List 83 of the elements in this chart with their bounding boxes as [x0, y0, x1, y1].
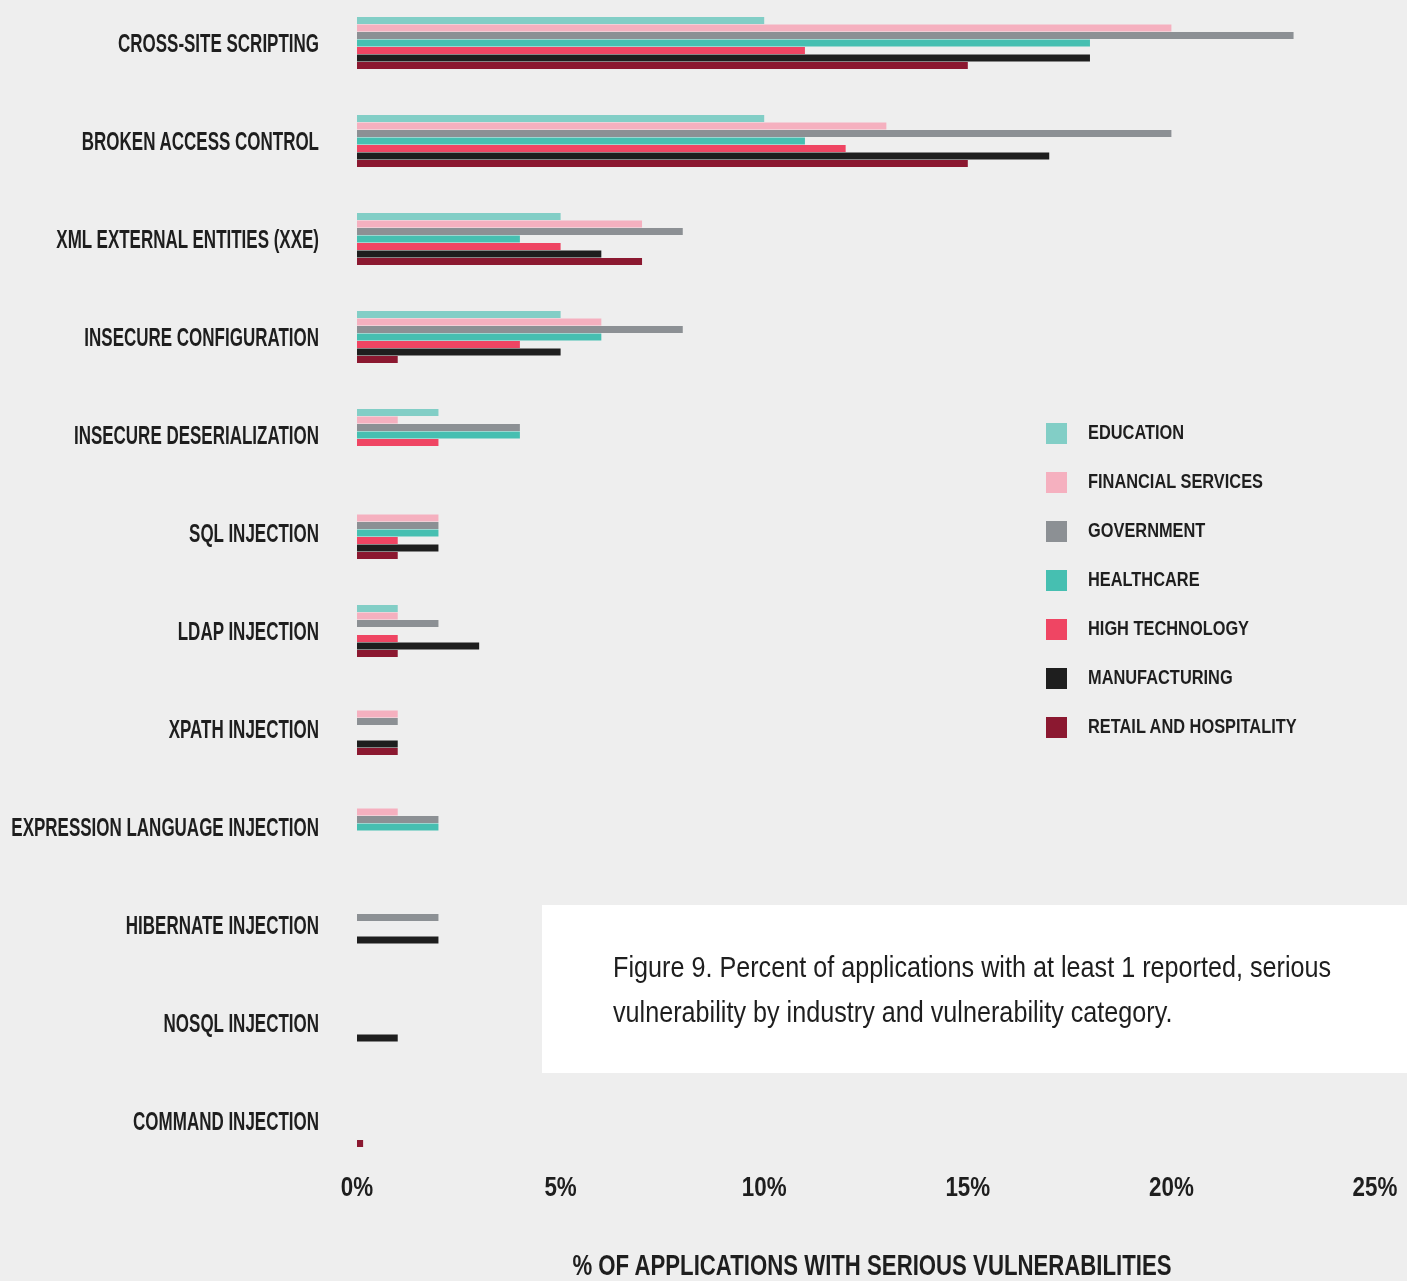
- bar: [357, 356, 398, 363]
- annotation: Figure 9. Percent of applications with at least 1 reported, serious vulnerability by industry and vulnerability category.: [613, 949, 1332, 1029]
- bar: [357, 47, 805, 54]
- bar: [357, 243, 561, 250]
- bar: [357, 612, 398, 620]
- bar: [357, 409, 439, 416]
- bar: [357, 620, 439, 627]
- bar: [357, 115, 765, 122]
- bar: [357, 710, 398, 718]
- bar: [357, 235, 520, 243]
- bar: [357, 431, 520, 439]
- bar: [357, 914, 439, 921]
- bar: [357, 122, 887, 130]
- bar: [357, 1140, 364, 1147]
- y-tick-label: COMMAND INJECTION: [133, 1107, 319, 1136]
- bar: [357, 514, 439, 522]
- bar: [357, 424, 520, 431]
- x-axis-title: % OF APPLICATIONS WITH SERIOUS VULNERABILITIES: [572, 1247, 1172, 1281]
- bar: [357, 160, 968, 167]
- x-tick-label: 20%: [1148, 1170, 1194, 1202]
- bar: [357, 311, 561, 318]
- bar: [357, 318, 602, 326]
- bar: [357, 24, 1172, 32]
- bar: [357, 258, 643, 265]
- y-tick-label: CROSS-SITE SCRIPTING: [117, 29, 319, 58]
- x-tick-label: 15%: [945, 1170, 991, 1202]
- x-tick-label: 10%: [741, 1170, 787, 1202]
- legend-label: EDUCATION: [1088, 419, 1185, 443]
- x-tick-label: 0%: [340, 1170, 374, 1202]
- bar: [357, 32, 1294, 39]
- bar: [357, 439, 439, 446]
- bar: [357, 605, 398, 612]
- bar: [357, 137, 805, 145]
- x-tick-label: 5%: [544, 1170, 577, 1202]
- bar: [357, 544, 439, 552]
- bar: [357, 552, 398, 559]
- y-tick-label: HIBERNATE INJECTION: [125, 911, 319, 940]
- bar: [357, 808, 398, 816]
- bar: [357, 250, 602, 258]
- bar: [357, 348, 561, 356]
- legend-label: GOVERNMENT: [1088, 517, 1206, 541]
- y-tick-label: LDAP INJECTION: [177, 617, 319, 646]
- bar: [357, 17, 765, 24]
- bar: [357, 936, 439, 944]
- bar: [357, 213, 561, 220]
- bar: [357, 39, 1090, 47]
- y-tick-label: NOSQL INJECTION: [163, 1009, 319, 1038]
- bar: [357, 130, 1172, 137]
- legend-label: HEALTHCARE: [1088, 566, 1200, 590]
- bar: [357, 326, 683, 333]
- y-tick-label: INSECURE DESERIALIZATION: [73, 421, 319, 450]
- bar: [357, 740, 398, 748]
- legend-label: RETAIL AND HOSPITALITY: [1088, 713, 1298, 737]
- x-tick-label: 25%: [1352, 1170, 1398, 1202]
- bar: [357, 816, 439, 823]
- bar: [357, 537, 398, 544]
- bar: [357, 529, 439, 537]
- bar: [357, 54, 1090, 62]
- bar: [357, 333, 602, 341]
- bar: [357, 635, 398, 642]
- bar: [357, 341, 520, 348]
- bar: [357, 650, 398, 657]
- y-tick-label: BROKEN ACCESS CONTROL: [81, 127, 319, 156]
- bar: [357, 823, 439, 831]
- legend-label: HIGH TECHNOLOGY: [1088, 615, 1250, 639]
- bar: [357, 152, 1050, 160]
- bar: [357, 718, 398, 725]
- bar: [357, 220, 643, 228]
- y-tick-label: XML EXTERNAL ENTITIES (XXE): [56, 225, 319, 254]
- bar: [357, 642, 480, 650]
- bar: [357, 416, 398, 424]
- bar: [357, 1034, 398, 1042]
- legend-label: FINANCIAL SERVICES: [1088, 468, 1264, 492]
- bar: [357, 748, 398, 755]
- bar: [357, 145, 846, 152]
- bar: [357, 522, 439, 529]
- y-tick-label: SQL INJECTION: [189, 519, 319, 548]
- bar: [357, 228, 683, 235]
- y-tick-label: XPATH INJECTION: [168, 715, 319, 744]
- y-tick-label: INSECURE CONFIGURATION: [84, 323, 319, 352]
- bar: [357, 62, 968, 69]
- legend-label: MANUFACTURING: [1088, 664, 1233, 688]
- y-tick-label: EXPRESSION LANGUAGE INJECTION: [11, 813, 319, 842]
